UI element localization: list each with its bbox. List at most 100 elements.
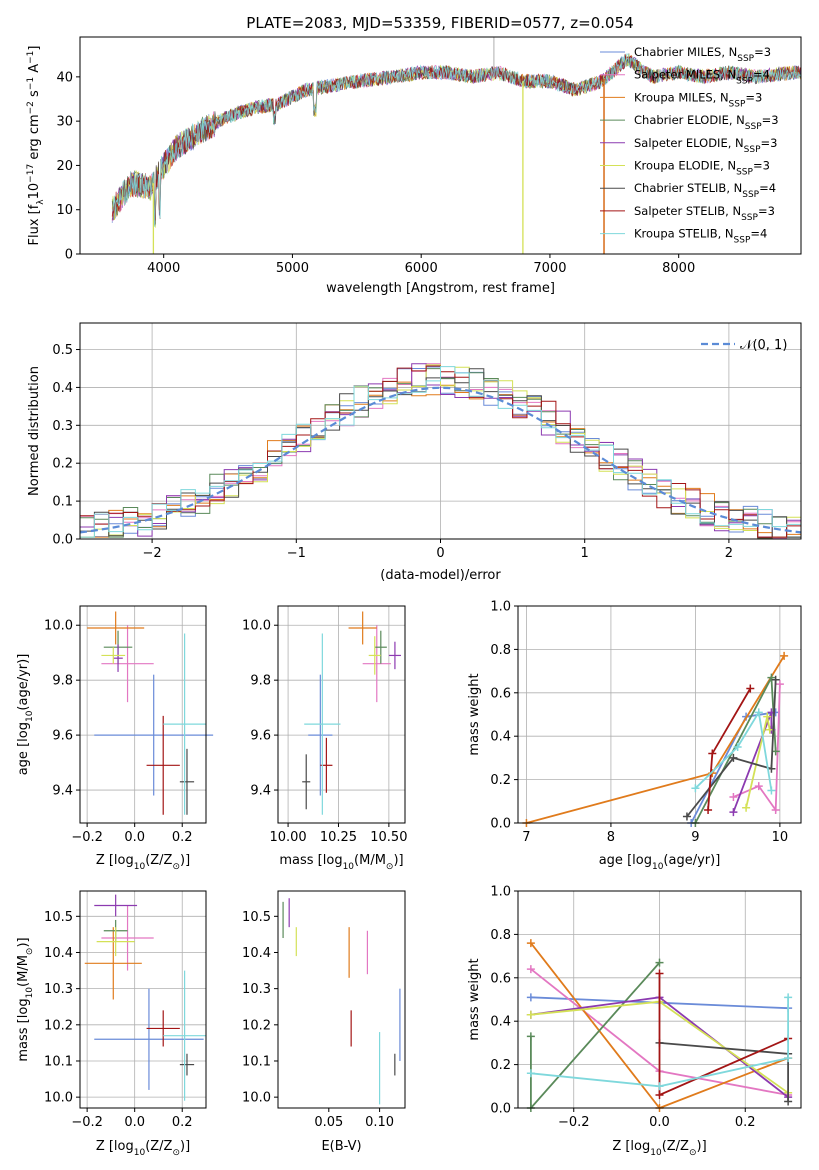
series-line xyxy=(526,655,785,824)
y-tick-label: 0.1 xyxy=(52,495,73,510)
series-marker xyxy=(767,786,776,795)
axes-frame xyxy=(79,322,802,540)
legend-entry: Salpeter ELODIE, NSSP=3 xyxy=(634,136,777,155)
x-axis-label-part: Z [log xyxy=(96,853,134,868)
x-tick-label: 8000 xyxy=(662,261,695,276)
y-axis-label-part: −2 xyxy=(26,101,36,114)
x-tick-label: −0.2 xyxy=(71,1115,103,1130)
y-tick-label: 0.8 xyxy=(490,928,511,943)
y-tick-label: 1.0 xyxy=(490,600,511,615)
y-tick-label: 10.5 xyxy=(242,910,271,925)
series-marker xyxy=(526,965,535,974)
series-marker xyxy=(655,1090,664,1099)
y-tick-label: 30 xyxy=(56,115,73,130)
y-tick-label: 9.6 xyxy=(52,729,73,744)
series-marker xyxy=(655,958,664,967)
normal-curve xyxy=(79,386,802,534)
histogram-steps xyxy=(80,366,801,538)
x-tick-label: −0.2 xyxy=(71,830,103,845)
legend-entry-part: SSP xyxy=(742,190,759,200)
legend-entry: Chabrier STELIB, NSSP=4 xyxy=(634,181,776,200)
y-tick-label: 0.2 xyxy=(490,1058,511,1073)
y-tick-label: 0.6 xyxy=(490,971,511,986)
y-tick-label: 10.3 xyxy=(242,982,271,997)
y-tick-label: 10.0 xyxy=(242,1091,271,1106)
x-axis-label-part: )] xyxy=(180,853,190,868)
y-tick-label: 10.1 xyxy=(242,1054,271,1069)
y-axis-label-part: A xyxy=(27,64,42,77)
legend-entry-part: =4 xyxy=(753,68,770,82)
x-axis-label: E(B-V) xyxy=(321,1139,361,1154)
y-tick-label: 10.5 xyxy=(44,910,73,925)
y-tick-label: 20 xyxy=(56,159,73,174)
y-tick-label: 0.0 xyxy=(490,1102,511,1117)
series-marker xyxy=(767,673,776,682)
series-marker xyxy=(729,792,738,801)
y-axis-label-part: )] xyxy=(16,937,31,947)
x-tick-label: −2 xyxy=(143,546,162,561)
x-tick-label: 7 xyxy=(522,830,530,845)
y-tick-label: 9.4 xyxy=(250,784,271,799)
x-axis-label-part: 10 xyxy=(134,1148,146,1158)
legend-entry-part: =4 xyxy=(750,227,767,241)
legend-entry-part: Chabrier ELODIE, N xyxy=(634,113,745,127)
y-tick-label: 0.3 xyxy=(52,419,73,434)
x-axis-label-part: (age/yr)] xyxy=(663,853,720,868)
series-marker xyxy=(763,712,772,721)
age-vs-metallicity-panel: −0.2 0.0 0.29.49.69.810.0Z [log10(Z/Z⊙)]ag… xyxy=(16,605,214,872)
x-axis-label-part: 10 xyxy=(134,862,146,872)
series-marker xyxy=(784,993,793,1002)
legend-entry-part: Salpeter ELODIE, N xyxy=(634,136,744,150)
y-tick-label: 9.8 xyxy=(52,674,73,689)
legend-entry-part: SSP xyxy=(734,236,751,246)
legend-entry: Chabrier ELODIE, NSSP=3 xyxy=(634,113,779,132)
x-tick-label: 7000 xyxy=(533,261,566,276)
x-tick-label: 10.50 xyxy=(370,830,407,845)
y-tick-label: 10 xyxy=(56,203,73,218)
x-axis-label: Z [log10(Z/Z⊙)] xyxy=(96,853,190,872)
y-axis-label-part: 10 xyxy=(25,987,35,999)
legend-entry: Kroupa STELIB, NSSP=4 xyxy=(634,227,767,246)
x-tick-label: 10.00 xyxy=(269,830,306,845)
x-tick-label: 0.0 xyxy=(649,1115,670,1130)
series-marker xyxy=(780,651,789,660)
series-marker xyxy=(655,969,664,978)
x-axis-label: Z [log10(Z/Z⊙)] xyxy=(96,1139,190,1158)
y-axis-label: mass [log10(M/M⊙)] xyxy=(16,937,35,1061)
y-axis-label-part: ⊙ xyxy=(25,948,35,956)
x-tick-label: 0.10 xyxy=(365,1115,394,1130)
y-axis-label-part: ] xyxy=(27,46,42,51)
y-tick-label: 10.3 xyxy=(44,982,73,997)
y-tick-label: 0.4 xyxy=(490,1015,511,1030)
series-marker xyxy=(784,1054,793,1063)
x-axis-label-part: age [log xyxy=(599,853,652,868)
y-axis-label: Normed distribution xyxy=(27,366,42,496)
y-axis-label: mass weight xyxy=(467,958,482,1040)
series-line xyxy=(658,973,789,1097)
legend-entry: Kroupa ELODIE, NSSP=3 xyxy=(634,159,770,178)
y-axis-label-part: −1 xyxy=(26,51,36,64)
mass-vs-metallicity-panel: −0.2 0.0 0.2 10.0 10.1 10.2 10.3 10.4 10.5 Z [log… xyxy=(16,890,207,1158)
y-tick-label: 1.0 xyxy=(490,885,511,900)
x-axis-label: Z [log10(Z/Z⊙)] xyxy=(612,1139,706,1158)
x-axis-label-part: (M/M xyxy=(354,853,386,868)
series-marker xyxy=(691,784,700,793)
legend-entry-part: =3 xyxy=(762,113,779,127)
series-line xyxy=(686,679,777,818)
legend-entry-part: SSP xyxy=(737,54,754,64)
series-line xyxy=(733,684,781,813)
x-axis-label-part: ⊙ xyxy=(386,862,394,872)
legend-entry-part: Kroupa ELODIE, N xyxy=(634,159,736,173)
y-axis-label: mass weight xyxy=(467,673,482,755)
x-tick-label: 5000 xyxy=(276,261,309,276)
legend-entry-part: =3 xyxy=(745,90,762,104)
series-marker xyxy=(784,1097,793,1106)
x-axis-label: wavelength [Angstrom, rest frame] xyxy=(326,281,555,296)
y-axis-label-part: −1 xyxy=(26,77,36,90)
series-line xyxy=(694,674,777,824)
x-axis-label-part: mass [log xyxy=(279,853,342,868)
y-tick-label: 0.4 xyxy=(52,381,73,396)
y-tick-label: 10.4 xyxy=(242,946,271,961)
legend-entry-part: Salpeter STELIB, N xyxy=(634,204,741,218)
series-marker xyxy=(655,1082,664,1091)
